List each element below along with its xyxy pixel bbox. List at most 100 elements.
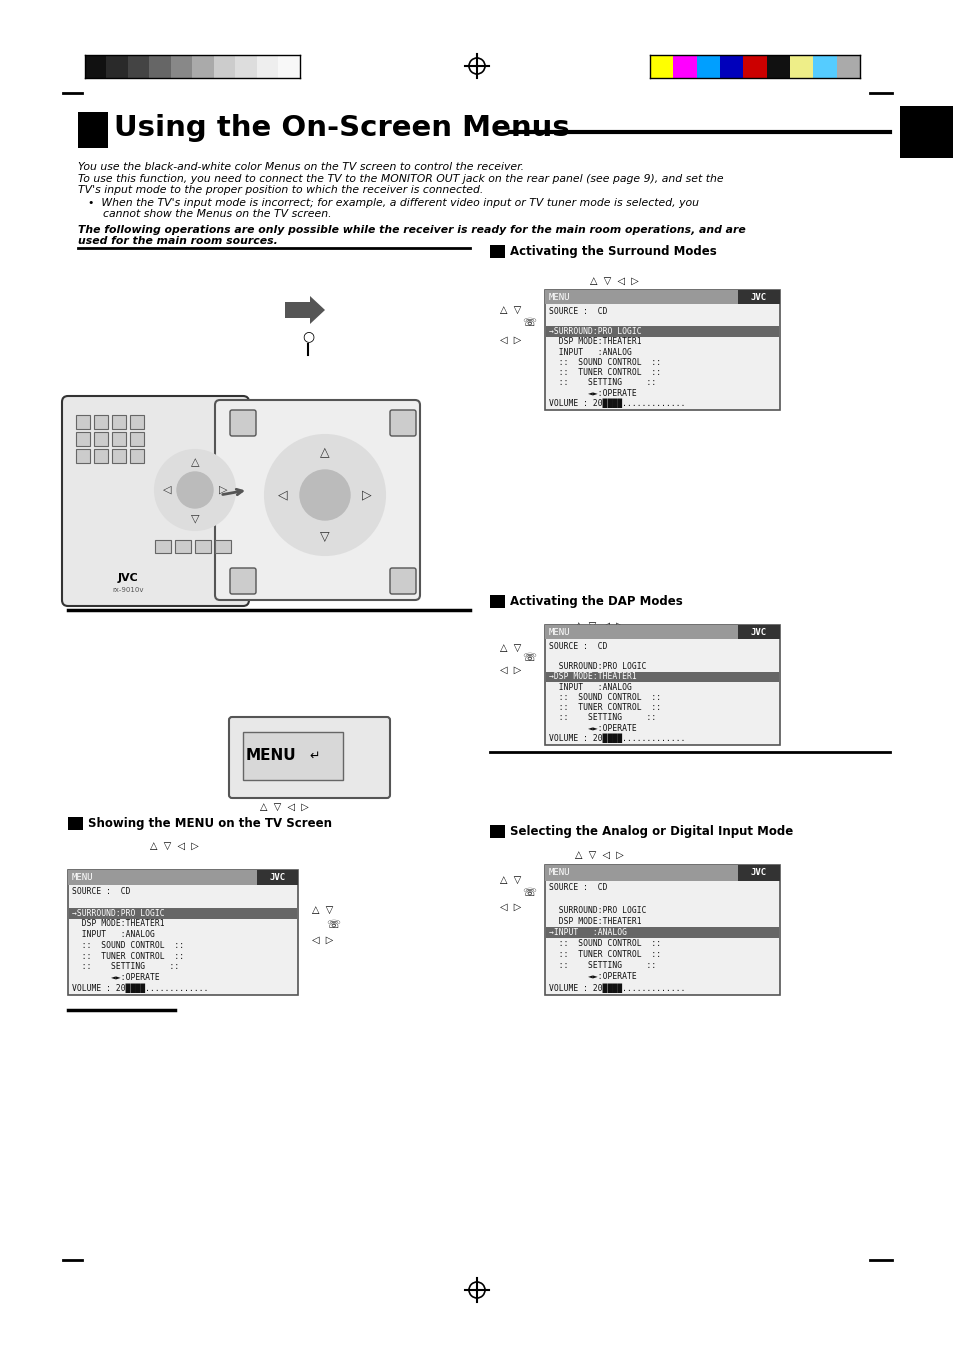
- Text: ☏: ☏: [521, 653, 536, 662]
- Text: JVC: JVC: [750, 868, 766, 877]
- Text: ◁: ◁: [163, 485, 172, 495]
- Text: ::    SETTING     ::: :: SETTING ::: [71, 963, 179, 971]
- Text: ◁  ▷: ◁ ▷: [499, 335, 520, 345]
- Text: ☏: ☏: [326, 919, 339, 930]
- Text: △  ▽: △ ▽: [499, 306, 520, 315]
- Text: SOURCE :  CD: SOURCE : CD: [548, 307, 607, 315]
- Bar: [150, 55, 171, 78]
- Text: →SURROUND:PRO LOGIC: →SURROUND:PRO LOGIC: [71, 909, 165, 918]
- Text: ◁  ▷: ◁ ▷: [499, 902, 520, 913]
- Bar: [649, 55, 673, 78]
- Text: △  ▽: △ ▽: [499, 644, 520, 653]
- Bar: [243, 731, 343, 780]
- Text: ::  TUNER CONTROL  ::: :: TUNER CONTROL ::: [71, 952, 184, 960]
- Bar: [194, 539, 211, 553]
- Text: ::  SOUND CONTROL  ::: :: SOUND CONTROL ::: [548, 938, 660, 948]
- Bar: [742, 55, 766, 78]
- Text: △: △: [191, 457, 199, 466]
- Bar: [68, 869, 297, 886]
- Text: SURROUND:PRO LOGIC: SURROUND:PRO LOGIC: [548, 906, 646, 914]
- Bar: [69, 909, 296, 918]
- Bar: [94, 433, 108, 446]
- Bar: [112, 449, 126, 462]
- Text: ::  SOUND CONTROL  ::: :: SOUND CONTROL ::: [548, 358, 660, 366]
- Bar: [490, 825, 504, 838]
- Bar: [68, 817, 83, 830]
- Polygon shape: [285, 296, 325, 324]
- Text: ○: ○: [301, 329, 314, 343]
- FancyBboxPatch shape: [214, 400, 419, 600]
- Text: SOURCE :  CD: SOURCE : CD: [548, 883, 607, 892]
- Bar: [720, 55, 742, 78]
- Text: VOLUME : 20████.............: VOLUME : 20████.............: [548, 983, 685, 992]
- Bar: [696, 55, 720, 78]
- Text: △: △: [320, 446, 330, 460]
- Text: used for the main room sources.: used for the main room sources.: [78, 237, 277, 246]
- Text: ▷: ▷: [362, 488, 372, 502]
- Bar: [737, 289, 780, 304]
- Circle shape: [177, 472, 213, 508]
- Bar: [544, 289, 780, 410]
- Text: ◄►:OPERATE: ◄►:OPERATE: [548, 723, 636, 733]
- Text: DSP MODE:THEATER1: DSP MODE:THEATER1: [71, 919, 165, 929]
- Text: cannot show the Menus on the TV screen.: cannot show the Menus on the TV screen.: [103, 210, 332, 219]
- FancyBboxPatch shape: [229, 717, 390, 798]
- Text: ◄►:OPERATE: ◄►:OPERATE: [548, 388, 636, 397]
- Bar: [130, 433, 144, 446]
- Bar: [813, 55, 836, 78]
- Text: Selecting the Analog or Digital Input Mode: Selecting the Analog or Digital Input Mo…: [510, 826, 792, 838]
- Text: rx-9010v: rx-9010v: [112, 587, 144, 594]
- Text: SOURCE :  CD: SOURCE : CD: [71, 887, 131, 896]
- Bar: [544, 289, 780, 304]
- Bar: [545, 926, 779, 938]
- Text: JVC: JVC: [269, 873, 285, 882]
- Text: →DSP MODE:THEATER1: →DSP MODE:THEATER1: [548, 672, 636, 681]
- Text: ::  TUNER CONTROL  ::: :: TUNER CONTROL ::: [548, 368, 660, 377]
- Text: △  ▽  ◁  ▷: △ ▽ ◁ ▷: [589, 277, 639, 287]
- Text: ☏: ☏: [521, 888, 536, 898]
- Bar: [545, 326, 779, 337]
- Text: ◁  ▷: ◁ ▷: [312, 936, 333, 945]
- Bar: [256, 869, 297, 886]
- Text: ◄►:OPERATE: ◄►:OPERATE: [71, 973, 159, 982]
- Text: MENU: MENU: [548, 868, 570, 877]
- Text: △  ▽  ◁  ▷: △ ▽ ◁ ▷: [575, 622, 623, 631]
- Bar: [235, 55, 256, 78]
- Text: •  When the TV's input mode is incorrect; for example, a different video input o: • When the TV's input mode is incorrect;…: [88, 197, 699, 208]
- Text: SOURCE :  CD: SOURCE : CD: [548, 642, 607, 650]
- Bar: [490, 245, 504, 258]
- Text: Activating the DAP Modes: Activating the DAP Modes: [510, 595, 682, 608]
- Text: Showing the MENU on the TV Screen: Showing the MENU on the TV Screen: [88, 818, 332, 830]
- Bar: [544, 865, 780, 995]
- Bar: [154, 539, 171, 553]
- Text: INPUT   :ANALOG: INPUT :ANALOG: [548, 683, 631, 692]
- Text: VOLUME : 20████.............: VOLUME : 20████.............: [548, 734, 685, 744]
- Text: ::  SOUND CONTROL  ::: :: SOUND CONTROL ::: [71, 941, 184, 950]
- Text: △  ▽  ◁  ▷: △ ▽ ◁ ▷: [150, 842, 198, 852]
- FancyBboxPatch shape: [230, 410, 255, 435]
- Text: JVC: JVC: [750, 627, 766, 637]
- Bar: [490, 595, 504, 608]
- Text: JVC: JVC: [117, 573, 138, 583]
- Text: ◁: ◁: [278, 488, 288, 502]
- Bar: [107, 55, 128, 78]
- Text: →INPUT   :ANALOG: →INPUT :ANALOG: [548, 927, 626, 937]
- Text: MENU: MENU: [246, 749, 296, 764]
- Text: △  ▽  ◁  ▷: △ ▽ ◁ ▷: [260, 803, 309, 813]
- Bar: [78, 112, 108, 147]
- Text: VOLUME : 20████.............: VOLUME : 20████.............: [71, 983, 209, 992]
- Text: INPUT   :ANALOG: INPUT :ANALOG: [71, 930, 154, 940]
- Text: ◁  ▷: ◁ ▷: [499, 665, 520, 675]
- Bar: [112, 433, 126, 446]
- Bar: [76, 449, 90, 462]
- Bar: [130, 415, 144, 429]
- Text: MENU: MENU: [548, 292, 570, 301]
- Bar: [737, 865, 780, 880]
- Bar: [112, 415, 126, 429]
- Bar: [76, 433, 90, 446]
- Bar: [85, 55, 107, 78]
- Bar: [544, 625, 780, 745]
- Bar: [737, 625, 780, 639]
- FancyBboxPatch shape: [230, 568, 255, 594]
- Bar: [766, 55, 789, 78]
